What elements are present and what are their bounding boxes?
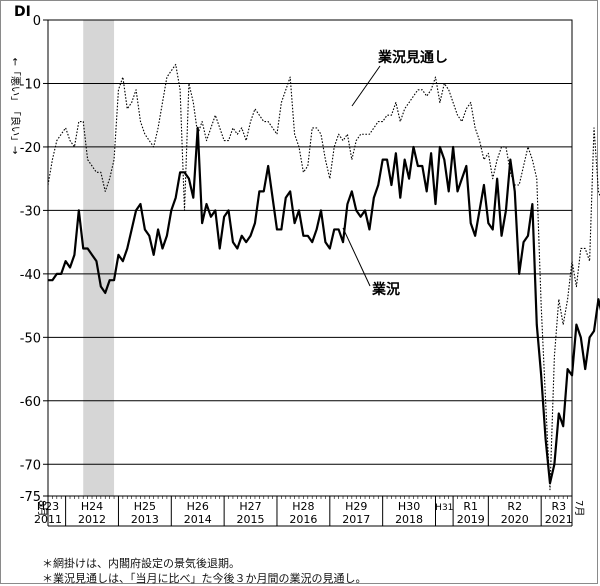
x-era-label: H31 xyxy=(435,503,453,513)
x-era-label: H25 xyxy=(134,500,156,513)
x-era-label: H29 xyxy=(345,500,367,513)
x-year-label: 2014 xyxy=(184,513,212,526)
x-year-label: 2011 xyxy=(34,513,62,526)
x-year-label: 2019 xyxy=(457,513,485,526)
y-axis-side-label: ←「悪い」 「良い」→ xyxy=(9,58,22,155)
x-era-label: H26 xyxy=(187,500,209,513)
x-year-label: 2018 xyxy=(395,513,423,526)
x-year-label: 2012 xyxy=(78,513,106,526)
series-line-mitoshi xyxy=(47,63,600,491)
x-end-month-label: 7月 xyxy=(573,500,585,516)
series-line-gyokyo xyxy=(48,126,600,485)
y-tick-label: -50 xyxy=(20,331,41,346)
x-year-label: 2017 xyxy=(342,513,370,526)
data-series xyxy=(47,63,600,491)
y-tick-label: -75 xyxy=(20,490,41,505)
x-year-label: 2020 xyxy=(501,513,529,526)
x-axis: H232011H242012H252013H262014H272015H2820… xyxy=(34,496,585,527)
plot-area-border xyxy=(47,19,573,497)
x-era-label: R3 xyxy=(551,500,566,513)
x-era-label: H23 xyxy=(37,500,59,513)
leader-mitoshi xyxy=(351,65,381,107)
series-label-mitoshi: 業況見通し xyxy=(377,49,448,66)
x-era-label: H30 xyxy=(398,500,420,513)
x-era-label: R1 xyxy=(463,500,478,513)
x-year-label: 2013 xyxy=(131,513,159,526)
leader-gyokyo xyxy=(342,227,371,287)
y-tick-label: -70 xyxy=(20,458,41,473)
y-tick-label: -20 xyxy=(20,141,41,156)
y-axis-title: DI xyxy=(14,4,31,20)
y-tick-label: -10 xyxy=(20,77,41,92)
y-tick-label: -40 xyxy=(20,268,41,283)
y-tick-label: -30 xyxy=(20,204,41,219)
x-year-label: 2015 xyxy=(237,513,265,526)
x-era-label: H28 xyxy=(292,500,314,513)
x-year-label: 2021 xyxy=(545,513,573,526)
x-year-label: 2016 xyxy=(289,513,317,526)
x-era-label: R2 xyxy=(507,500,522,513)
grid-lines xyxy=(48,82,572,465)
recession-shading xyxy=(83,20,115,496)
x-era-label: H27 xyxy=(239,500,261,513)
series-label-gyokyo: 業況 xyxy=(371,281,400,298)
y-tick-label: -60 xyxy=(20,395,41,410)
x-era-label: H24 xyxy=(81,500,103,513)
y-axis-tick-labels: 0 -10 -20 -30 -40 -50 -60 -70 -75 DI ←「悪い」 「良い」→ xyxy=(9,4,48,505)
y-tick-label: 0 xyxy=(33,14,41,29)
note-shading: ＊網掛けは、内閣府設定の景気後退期。 xyxy=(42,557,240,570)
note-forecast: ＊業況見通しは、「当月に比べ」た今後３か月間の業況の見通し。 xyxy=(42,572,367,585)
chart-annotations: 業況見通し業況24254042 xyxy=(342,49,448,298)
x-start-month-label: 8月 xyxy=(36,500,48,516)
